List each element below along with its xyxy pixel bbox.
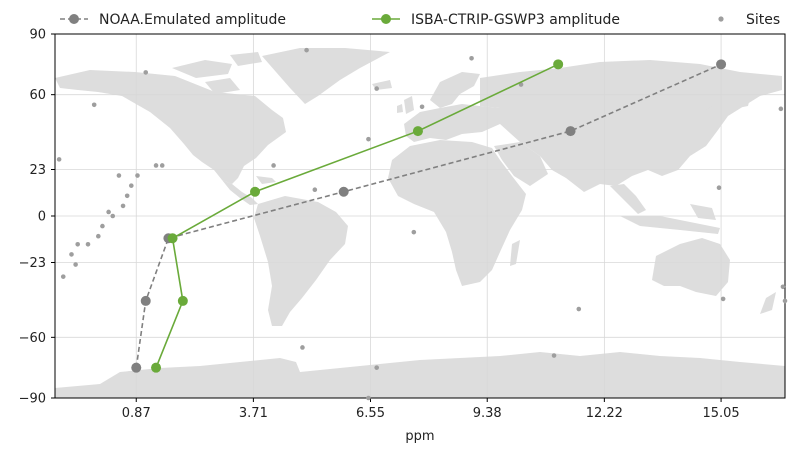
- x-tick-label: 3.71: [239, 406, 268, 421]
- x-axis: 0.87 3.71 6.55 9.38 12.22 15.05: [122, 398, 740, 421]
- site-point: [374, 86, 379, 91]
- series-point: [338, 186, 349, 197]
- series-line: [135, 63, 722, 368]
- y-tick-label: 60: [29, 88, 46, 103]
- y-tick-label: −23: [19, 256, 46, 271]
- site-point: [135, 173, 140, 178]
- x-tick-label: 0.87: [122, 406, 151, 421]
- legend-label: NOAA.Emulated amplitude: [99, 12, 286, 28]
- site-point: [56, 157, 62, 162]
- site-point: [75, 242, 80, 247]
- site-point: [120, 203, 126, 209]
- site-point: [782, 298, 788, 304]
- legend-marker: [718, 16, 724, 22]
- site-point: [419, 104, 425, 110]
- series-isba: [151, 59, 564, 373]
- site-point: [374, 365, 379, 370]
- site-point: [69, 252, 74, 257]
- x-tick-label: 6.55: [356, 406, 385, 421]
- site-point: [96, 233, 101, 239]
- site-point: [366, 395, 371, 401]
- site-point: [300, 345, 305, 350]
- series-point: [250, 186, 261, 197]
- site-point: [576, 306, 582, 312]
- series-noaa: [131, 59, 727, 373]
- site-point: [720, 296, 726, 302]
- series-point: [412, 126, 423, 137]
- x-tick-label: 12.22: [586, 406, 623, 421]
- series-point: [565, 126, 576, 137]
- series-point: [177, 295, 188, 306]
- site-point: [312, 187, 318, 193]
- legend-marker: [69, 14, 79, 24]
- site-point: [551, 353, 557, 358]
- site-point: [366, 136, 371, 142]
- x-tick-label: 9.38: [473, 406, 502, 421]
- legend: NOAA.Emulated amplitude ISBA-CTRIP-GSWP3 …: [60, 12, 780, 28]
- site-point: [85, 242, 91, 247]
- legend-entry: ISBA-CTRIP-GSWP3 amplitude: [372, 12, 620, 28]
- y-tick-label: 23: [29, 163, 46, 178]
- legend-label: ISBA-CTRIP-GSWP3 amplitude: [411, 12, 620, 28]
- site-point: [100, 223, 105, 229]
- series-point: [151, 362, 162, 373]
- site-point: [124, 193, 130, 199]
- site-point: [116, 173, 122, 178]
- series-point: [131, 362, 142, 373]
- x-axis-title: ppm: [405, 429, 434, 444]
- site-point: [411, 229, 417, 235]
- site-point: [110, 213, 116, 219]
- site-point: [153, 163, 159, 168]
- site-point: [128, 183, 134, 188]
- y-tick-label: 0: [38, 210, 46, 225]
- series-point: [716, 59, 727, 70]
- y-tick-label: 90: [29, 28, 46, 43]
- y-tick-label: −60: [19, 331, 46, 346]
- site-point: [716, 185, 722, 190]
- world-map-background: [55, 48, 785, 398]
- site-point: [106, 209, 111, 215]
- legend-entry: NOAA.Emulated amplitude: [60, 12, 286, 28]
- series-layer: [56, 47, 788, 401]
- site-point: [271, 163, 276, 168]
- site-point: [73, 262, 78, 267]
- series-sites: [56, 47, 788, 401]
- series-line: [155, 63, 559, 368]
- site-point: [91, 102, 97, 108]
- series-point: [140, 295, 151, 306]
- series-point: [553, 59, 564, 70]
- legend-marker: [381, 14, 391, 24]
- x-tick-label: 15.05: [702, 406, 739, 421]
- series-point: [167, 233, 178, 244]
- site-point: [780, 284, 786, 290]
- site-point: [159, 163, 165, 168]
- site-point: [304, 47, 309, 53]
- site-point: [778, 106, 784, 112]
- y-tick-label: −90: [19, 392, 46, 407]
- site-point: [60, 274, 66, 279]
- legend-entry: Sites: [718, 12, 780, 28]
- legend-label: Sites: [746, 12, 780, 28]
- y-axis: 90 60 23 0 −23 −60 −90: [19, 28, 55, 407]
- site-point: [143, 70, 149, 75]
- site-point: [469, 55, 474, 61]
